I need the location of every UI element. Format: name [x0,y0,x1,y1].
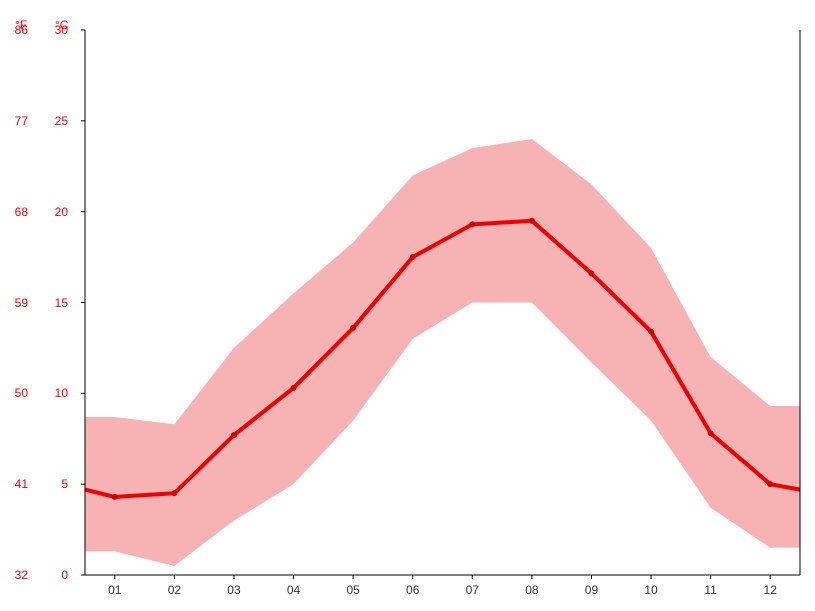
x-tick-label: 03 [219,583,249,597]
x-tick-label: 09 [576,583,606,597]
y-tick-label-c: 25 [40,114,68,128]
y-tick-label-f: 68 [0,205,28,219]
data-point [529,218,535,224]
temperature-chart: 3204155010591568207725863001020304050607… [0,0,815,611]
y-tick-label-f: 77 [0,114,28,128]
chart-svg [0,0,815,611]
unit-label-c: °C [55,18,68,32]
x-tick-label: 11 [696,583,726,597]
y-tick-label-c: 15 [40,296,68,310]
data-point [588,270,594,276]
y-tick-label-c: 20 [40,205,68,219]
data-point [112,494,118,500]
data-point [291,385,297,391]
unit-label-f: °F [15,18,27,32]
data-point [469,221,475,227]
x-tick-label: 06 [398,583,428,597]
temperature-range-area [85,139,800,566]
y-tick-label-c: 0 [40,568,68,582]
y-tick-label-c: 5 [40,477,68,491]
data-point [767,481,773,487]
y-tick-label-f: 50 [0,386,28,400]
data-point [648,329,654,335]
data-point [410,254,416,260]
x-tick-label: 05 [338,583,368,597]
data-point [350,325,356,331]
data-point [231,432,237,438]
data-point [708,430,714,436]
x-tick-label: 08 [517,583,547,597]
y-tick-label-f: 32 [0,568,28,582]
data-point [171,490,177,496]
x-tick-label: 07 [457,583,487,597]
y-tick-label-c: 10 [40,386,68,400]
y-tick-label-f: 41 [0,477,28,491]
x-tick-label: 12 [755,583,785,597]
x-tick-label: 10 [636,583,666,597]
y-tick-label-f: 59 [0,296,28,310]
x-tick-label: 01 [100,583,130,597]
x-tick-label: 02 [159,583,189,597]
x-tick-label: 04 [279,583,309,597]
